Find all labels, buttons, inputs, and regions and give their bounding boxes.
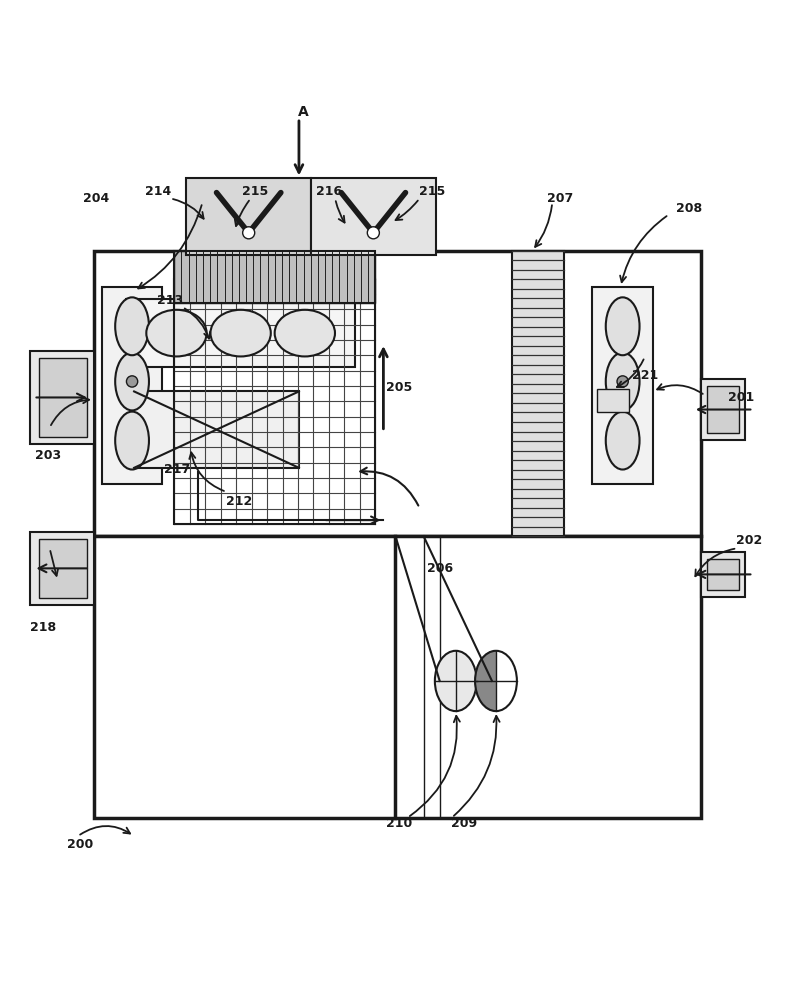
Text: 215: 215 [419, 185, 445, 198]
Text: 216: 216 [316, 185, 343, 198]
Bar [708, 559, 739, 590]
Ellipse shape [127, 376, 138, 387]
Text: 204: 204 [83, 192, 110, 205]
Text: 213: 213 [157, 294, 183, 307]
Ellipse shape [367, 227, 379, 239]
Ellipse shape [435, 651, 477, 711]
Bar [94, 251, 701, 536]
Bar [126, 299, 355, 367]
Bar [708, 386, 739, 433]
Text: 212: 212 [225, 495, 252, 508]
Bar [311, 178, 436, 255]
Text: 201: 201 [728, 391, 755, 404]
Ellipse shape [146, 310, 207, 356]
Bar [102, 287, 162, 484]
Text: 221: 221 [632, 369, 658, 382]
Bar [512, 251, 564, 536]
Ellipse shape [211, 310, 271, 356]
Text: 214: 214 [145, 185, 171, 198]
Bar [174, 251, 375, 303]
Text: 207: 207 [547, 192, 574, 205]
Ellipse shape [606, 297, 639, 355]
Bar [592, 287, 653, 484]
Bar [94, 536, 701, 818]
Ellipse shape [115, 297, 149, 355]
Bar [174, 279, 375, 524]
Text: 217: 217 [164, 463, 190, 476]
Text: 209: 209 [451, 817, 477, 830]
Ellipse shape [115, 353, 149, 410]
Bar [596, 389, 629, 412]
Text: 206: 206 [427, 562, 453, 575]
Ellipse shape [115, 412, 149, 470]
Text: A: A [298, 105, 308, 119]
Polygon shape [475, 651, 496, 711]
Bar [30, 351, 94, 444]
Text: 218: 218 [30, 621, 56, 634]
Bar [40, 539, 87, 598]
Bar [701, 379, 746, 440]
Bar [30, 532, 94, 605]
Ellipse shape [274, 310, 335, 356]
Ellipse shape [243, 227, 255, 239]
Bar [186, 178, 311, 255]
Text: 203: 203 [35, 449, 61, 462]
Text: 210: 210 [387, 817, 412, 830]
Text: 200: 200 [67, 838, 94, 851]
Bar [701, 552, 746, 597]
Bar [174, 251, 375, 303]
Text: 202: 202 [736, 534, 763, 547]
Ellipse shape [617, 376, 629, 387]
Bar [40, 358, 87, 437]
Text: 205: 205 [387, 381, 412, 394]
Ellipse shape [606, 353, 639, 410]
Ellipse shape [606, 412, 639, 470]
Text: 215: 215 [241, 185, 268, 198]
Text: 208: 208 [676, 202, 702, 215]
Bar [134, 391, 299, 468]
